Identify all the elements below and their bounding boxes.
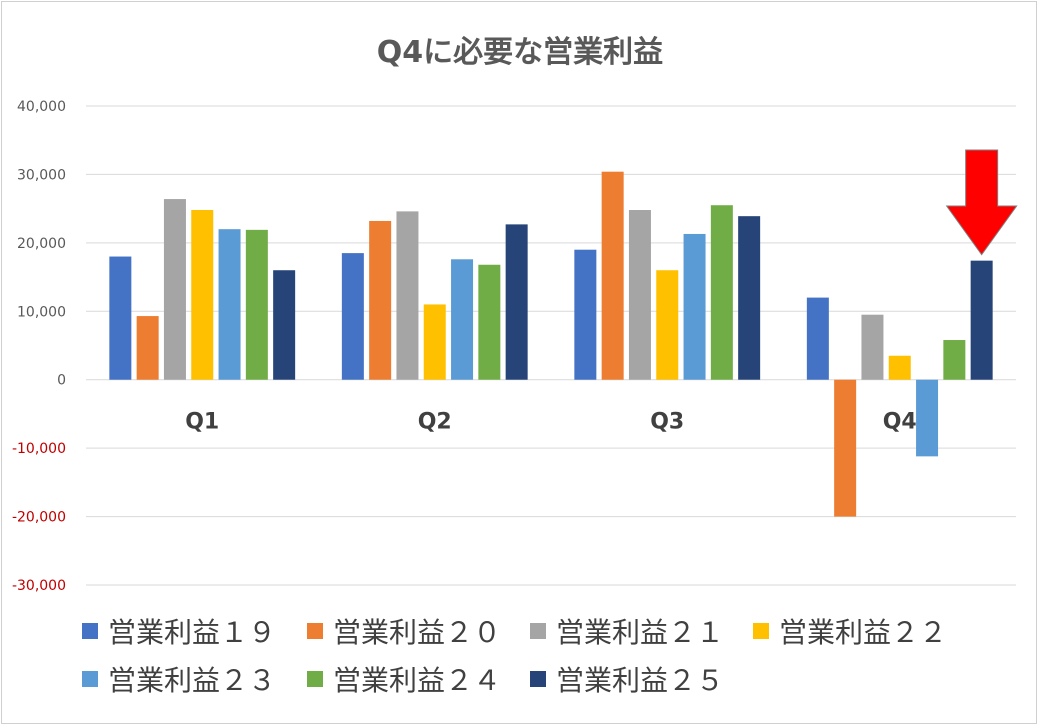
bar bbox=[423, 304, 446, 380]
red-arrow-annotation bbox=[945, 149, 1018, 256]
bar bbox=[710, 205, 733, 380]
bars bbox=[109, 171, 993, 517]
bar bbox=[505, 224, 528, 380]
legend-swatch bbox=[82, 623, 98, 639]
bar bbox=[478, 264, 501, 380]
y-tick-label: 10,000 bbox=[17, 304, 66, 320]
x-category-label: Q4 bbox=[883, 410, 917, 435]
legend-swatch bbox=[307, 623, 323, 639]
bar bbox=[191, 210, 214, 380]
bar bbox=[245, 229, 268, 380]
bar bbox=[683, 233, 706, 380]
bar bbox=[136, 316, 159, 380]
bar bbox=[861, 314, 884, 380]
legend: 営業利益１９ 営業利益２０ 営業利益２１ 営業利益２２ 営業利益２３ 営業利益２４ 営業利益… bbox=[82, 616, 947, 697]
legend-label: 営業利益１９ bbox=[108, 616, 276, 649]
bar bbox=[888, 355, 911, 380]
legend-label: 営業利益２０ bbox=[333, 616, 501, 649]
bar bbox=[341, 253, 364, 380]
legend-label: 営業利益２１ bbox=[556, 616, 724, 649]
bar bbox=[738, 216, 761, 380]
bar bbox=[396, 211, 419, 380]
bar bbox=[628, 210, 651, 380]
legend-label: 営業利益２４ bbox=[333, 664, 501, 697]
x-category-label: Q2 bbox=[418, 410, 452, 435]
legend-label: 営業利益２２ bbox=[779, 616, 947, 649]
y-tick-label: 30,000 bbox=[17, 167, 66, 183]
y-tick-label: 40,000 bbox=[17, 99, 66, 115]
bar bbox=[574, 249, 597, 380]
bar bbox=[943, 340, 966, 380]
legend-swatch bbox=[82, 671, 98, 687]
legend-label: 営業利益２５ bbox=[556, 664, 724, 697]
x-category-label: Q3 bbox=[650, 410, 684, 435]
bar bbox=[970, 260, 993, 380]
bar bbox=[163, 199, 186, 380]
gridlines bbox=[86, 105, 1016, 586]
y-tick-label: -30,000 bbox=[12, 578, 66, 594]
arrow-shape bbox=[945, 149, 1018, 256]
bar bbox=[369, 220, 392, 380]
legend-swatch bbox=[530, 671, 546, 687]
legend-swatch bbox=[753, 623, 769, 639]
x-axis: Q1 Q2 Q3 Q4 bbox=[185, 410, 917, 435]
bar bbox=[916, 379, 939, 457]
y-tick-label: -20,000 bbox=[12, 510, 66, 526]
bar bbox=[601, 171, 624, 380]
bar bbox=[451, 259, 474, 380]
y-tick-label: -10,000 bbox=[12, 441, 66, 457]
x-category-label: Q1 bbox=[185, 410, 219, 435]
y-tick-label: 0 bbox=[57, 373, 66, 389]
legend-label: 営業利益２３ bbox=[108, 664, 276, 697]
legend-swatch bbox=[307, 671, 323, 687]
legend-swatch bbox=[530, 623, 546, 639]
bar bbox=[834, 379, 857, 517]
bar bbox=[218, 229, 241, 380]
y-axis: 40,000 30,000 20,000 10,000 0 -10,000 -20,000 -… bbox=[12, 99, 66, 594]
bar bbox=[806, 297, 829, 380]
chart-title: Q4に必要な営業利益 bbox=[377, 35, 663, 70]
y-tick-label: 20,000 bbox=[17, 236, 66, 252]
bar bbox=[109, 256, 132, 380]
bar bbox=[273, 270, 296, 380]
bar bbox=[656, 270, 679, 380]
